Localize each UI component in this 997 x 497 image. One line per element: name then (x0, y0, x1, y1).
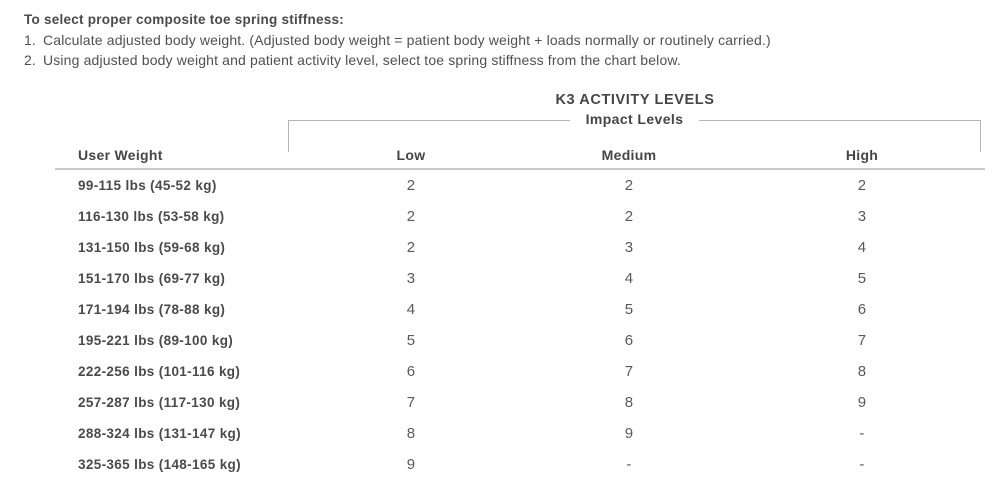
weight-range-cell: 99-115 lbs (45-52 kg) (78, 178, 217, 193)
stiffness-value-cell: 3 (857, 208, 867, 225)
table-row: 131-150 lbs (59-68 kg) 2 3 4 (55, 232, 985, 263)
stiffness-value-cell: 6 (624, 332, 634, 349)
stiffness-value-cell: - (626, 456, 632, 473)
table-header-row: User Weight Low Medium High (55, 141, 985, 170)
weight-range-cell: 151-170 lbs (69-77 kg) (78, 271, 226, 286)
weight-range-cell: 171-194 lbs (78-88 kg) (78, 302, 226, 317)
stiffness-value-cell: 4 (624, 270, 634, 287)
weight-range-cell: 257-287 lbs (117-130 kg) (78, 395, 241, 410)
intro-heading: To select proper composite toe spring st… (24, 12, 345, 27)
weight-range-cell: 116-130 lbs (53-58 kg) (78, 209, 225, 224)
intro-block: To select proper composite toe spring st… (24, 9, 974, 70)
stiffness-value-cell: 3 (624, 239, 634, 256)
stiffness-value-cell: 5 (624, 301, 634, 318)
weight-range-cell: 325-365 lbs (148-165 kg) (78, 457, 241, 472)
stiffness-value-cell: - (859, 425, 865, 442)
impact-levels-bracket: Impact Levels (288, 111, 981, 152)
activity-levels-title: K3 ACTIVITY LEVELS (555, 92, 715, 108)
stiffness-value-cell: 7 (624, 363, 634, 380)
stiffness-value-cell: - (859, 456, 865, 473)
step-text: Using adjusted body weight and patient a… (43, 52, 681, 68)
table-row: 257-287 lbs (117-130 kg) 7 8 9 (55, 387, 985, 418)
stiffness-value-cell: 6 (857, 301, 867, 318)
stiffness-value-cell: 7 (406, 394, 416, 411)
stiffness-value-cell: 4 (406, 301, 416, 318)
stiffness-value-cell: 9 (624, 425, 634, 442)
table-row: 171-194 lbs (78-88 kg) 4 5 6 (55, 294, 985, 325)
table-row: 151-170 lbs (69-77 kg) 3 4 5 (55, 263, 985, 294)
stiffness-value-cell: 5 (857, 270, 867, 287)
stiffness-value-cell: 2 (624, 177, 634, 194)
step-number: 2. (24, 52, 36, 68)
table-row: 195-221 lbs (89-100 kg) 5 6 7 (55, 325, 985, 356)
stiffness-value-cell: 2 (406, 177, 416, 194)
impact-levels-label: Impact Levels (569, 111, 700, 127)
stiffness-value-cell: 2 (624, 208, 634, 225)
column-header-low: Low (396, 146, 426, 163)
stiffness-table: User Weight Low Medium High 99-115 lbs (… (55, 141, 985, 480)
column-header-medium: Medium (601, 146, 657, 163)
step-number: 1. (24, 32, 36, 48)
stiffness-value-cell: 9 (406, 456, 416, 473)
weight-range-cell: 131-150 lbs (59-68 kg) (78, 240, 226, 255)
instruction-step-1: 1. Calculate adjusted body weight. (Adju… (24, 30, 974, 50)
stiffness-value-cell: 5 (406, 332, 416, 349)
stiffness-value-cell: 2 (857, 177, 867, 194)
stiffness-value-cell: 2 (406, 208, 416, 225)
weight-range-cell: 195-221 lbs (89-100 kg) (78, 333, 234, 348)
weight-range-cell: 222-256 lbs (101-116 kg) (78, 364, 241, 379)
table-row: 99-115 lbs (45-52 kg) 2 2 2 (55, 170, 985, 201)
stiffness-value-cell: 8 (857, 363, 867, 380)
table-row: 325-365 lbs (148-165 kg) 9 - - (55, 449, 985, 480)
stiffness-value-cell: 3 (406, 270, 416, 287)
table-row: 222-256 lbs (101-116 kg) 6 7 8 (55, 356, 985, 387)
stiffness-value-cell: 2 (406, 239, 416, 256)
stiffness-value-cell: 9 (857, 394, 867, 411)
weight-range-cell: 288-324 lbs (131-147 kg) (78, 426, 241, 441)
table-row: 288-324 lbs (131-147 kg) 8 9 - (55, 418, 985, 449)
stiffness-value-cell: 7 (857, 332, 867, 349)
stiffness-value-cell: 8 (406, 425, 416, 442)
column-header-user-weight: User Weight (78, 146, 163, 163)
step-text: Calculate adjusted body weight. (Adjuste… (43, 32, 771, 48)
stiffness-value-cell: 8 (624, 394, 634, 411)
stiffness-value-cell: 6 (406, 363, 416, 380)
stiffness-value-cell: 4 (857, 239, 867, 256)
instruction-step-2: 2. Using adjusted body weight and patien… (24, 50, 974, 70)
column-header-high: High (845, 146, 879, 163)
table-row: 116-130 lbs (53-58 kg) 2 2 3 (55, 201, 985, 232)
